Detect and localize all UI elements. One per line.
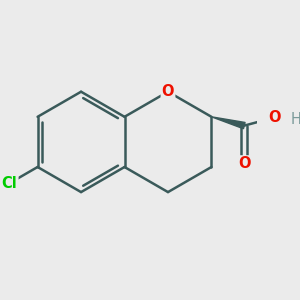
Text: O: O bbox=[162, 84, 174, 99]
Text: Cl: Cl bbox=[2, 176, 17, 191]
Text: O: O bbox=[238, 156, 250, 171]
Text: H: H bbox=[290, 112, 300, 127]
Polygon shape bbox=[212, 117, 245, 129]
Text: O: O bbox=[268, 110, 280, 125]
